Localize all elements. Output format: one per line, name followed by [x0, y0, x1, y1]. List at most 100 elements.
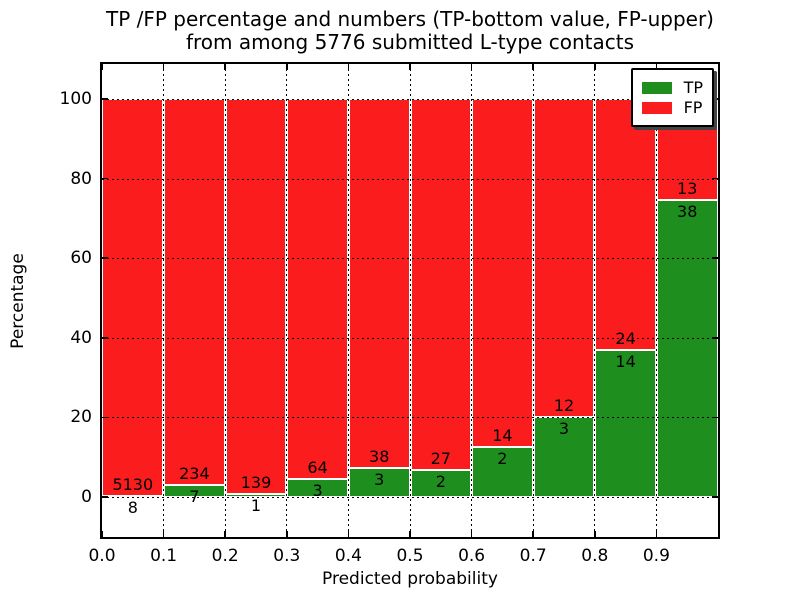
vertical-gridline: [655, 64, 657, 537]
tp-count-label: 3: [374, 469, 385, 489]
fp-count-label: 38: [369, 446, 390, 466]
fp-count-label: 64: [307, 458, 328, 478]
horizontal-gridline: [102, 417, 718, 419]
fp-count-label: 5130: [112, 475, 154, 495]
y-tick-label: 60: [70, 248, 92, 269]
horizontal-gridline: [102, 258, 718, 260]
vertical-gridline: [347, 64, 349, 537]
y-tick-mark: [102, 257, 108, 259]
y-tick-label: 40: [70, 327, 92, 348]
x-tick-mark: [409, 531, 411, 537]
vertical-gridline: [163, 64, 165, 537]
y-tick-mark: [102, 177, 108, 180]
bar-fp-segment: [594, 99, 657, 351]
fp-count-label: 12: [553, 396, 575, 416]
tp-count-label: 7: [189, 487, 200, 507]
y-tick-mark: [102, 416, 108, 419]
y-tick-mark: [102, 98, 108, 100]
legend-tp-label: TP: [683, 78, 703, 97]
vertical-gridline: [532, 64, 534, 537]
tp-count-label: 1: [250, 496, 262, 516]
x-tick-mark: [532, 531, 534, 537]
bar-fp-segment: [163, 99, 226, 486]
bar-tp-segment: [348, 467, 410, 497]
x-tick-mark: [347, 531, 350, 537]
y-tick-mark: [102, 496, 108, 498]
x-tick-mark: [470, 531, 473, 537]
x-tick-mark: [224, 531, 226, 537]
legend-entry-fp: FP: [641, 98, 703, 117]
x-tick-mark: [594, 531, 596, 537]
fp-color-swatch-icon: [641, 101, 672, 114]
bar-fp-segment: [225, 99, 287, 495]
x-tick-mark: [409, 64, 411, 70]
x-tick-mark: [470, 64, 473, 70]
y-tick-label: 0: [81, 487, 92, 507]
y-axis-label: Percentage: [8, 253, 28, 349]
x-tick-mark: [162, 531, 165, 537]
x-tick-mark: [655, 64, 658, 70]
horizontal-gridline: [102, 497, 718, 498]
x-tick-mark: [594, 64, 596, 70]
x-tick-mark: [347, 64, 350, 70]
fp-count-label: 13: [677, 179, 698, 199]
tp-count-label: 3: [312, 481, 323, 501]
x-tick-label: 0.1: [150, 546, 178, 566]
tp-count-label: 14: [615, 352, 636, 372]
x-tick-label: 0.8: [581, 546, 609, 566]
x-tick-label: 0.5: [396, 546, 424, 566]
x-tick-mark: [162, 64, 165, 70]
y-tick-label: 80: [70, 168, 92, 189]
bar-fp-segment: [348, 99, 410, 468]
bar-tp-segment: [656, 200, 718, 497]
vertical-gridline: [286, 64, 288, 537]
vertical-gridline: [409, 64, 411, 537]
y-tick-label: 20: [70, 407, 92, 428]
tp-color-swatch-icon: [641, 81, 672, 94]
vertical-gridline: [594, 64, 596, 537]
tp-count-label: 38: [677, 202, 698, 222]
vertical-gridline: [224, 64, 226, 537]
horizontal-gridline: [102, 178, 718, 180]
y-tick-label: 100: [59, 89, 92, 109]
tp-count-label: 8: [127, 498, 138, 518]
legend-fp-label: FP: [683, 98, 703, 117]
tp-count-label: 3: [558, 419, 570, 439]
legend: TP FP: [630, 68, 714, 127]
bar-fp-segment: [410, 99, 472, 470]
tp-count-label: 2: [435, 471, 446, 491]
x-tick-label: 0.4: [334, 546, 362, 566]
x-tick-mark: [286, 531, 288, 537]
x-axis-label: Predicted probability: [322, 569, 498, 589]
x-tick-mark: [101, 64, 103, 70]
legend-entry-tp: TP: [641, 78, 703, 97]
x-tick-label: 0.3: [273, 546, 301, 566]
y-tick-mark: [712, 257, 718, 259]
x-tick-mark: [655, 531, 658, 537]
bar-fp-segment: [286, 99, 349, 480]
y-tick-mark: [712, 177, 718, 180]
x-tick-mark: [224, 64, 226, 70]
fp-count-label: 14: [492, 426, 513, 446]
y-tick-mark: [102, 337, 108, 339]
chart-title-line2: from among 5776 submitted L-type contact…: [185, 30, 635, 54]
bar-fp-segment: [471, 99, 534, 448]
x-tick-mark: [286, 64, 288, 70]
bar-fp-segment: [102, 99, 164, 497]
bar-tp-segment: [594, 350, 657, 497]
fp-count-label: 27: [430, 448, 451, 468]
x-tick-mark: [101, 531, 103, 537]
x-tick-label: 0.9: [642, 546, 670, 566]
x-tick-label: 0.2: [211, 546, 239, 566]
y-tick-mark: [712, 98, 718, 100]
fp-count-label: 24: [615, 329, 636, 349]
x-tick-label: 0.0: [88, 546, 116, 566]
x-tick-mark: [532, 64, 534, 70]
fp-count-label: 139: [240, 473, 272, 493]
y-tick-mark: [712, 337, 718, 339]
x-tick-label: 0.7: [519, 546, 547, 566]
tp-count-label: 2: [497, 449, 508, 469]
horizontal-gridline: [102, 99, 718, 100]
vertical-gridline: [471, 64, 473, 537]
